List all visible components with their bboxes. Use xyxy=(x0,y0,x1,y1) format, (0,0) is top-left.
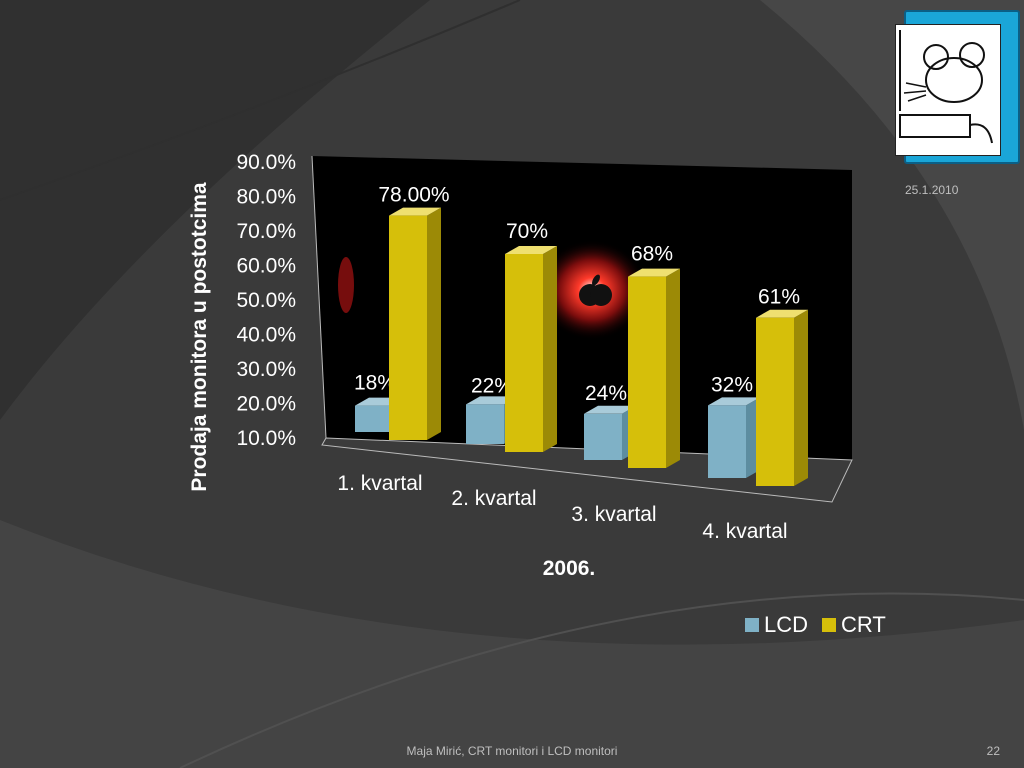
data-label: 32% xyxy=(711,373,753,396)
crt-bar-side xyxy=(666,268,680,468)
crt-bar-side xyxy=(794,309,808,486)
data-label: 61% xyxy=(758,286,800,309)
mouse-drawing-icon xyxy=(899,30,993,144)
apple-logo-icon xyxy=(579,274,612,306)
data-label: 24% xyxy=(585,382,627,405)
y-tick-label: 40.0% xyxy=(236,324,296,347)
category-label: 1. kvartal xyxy=(337,472,422,495)
data-label: 68% xyxy=(631,243,673,266)
y-tick-label: 10.0% xyxy=(236,427,296,450)
crt-bar xyxy=(389,215,427,440)
data-label: 78.00% xyxy=(378,184,449,207)
lcd-bar xyxy=(466,404,504,444)
data-label: 70% xyxy=(506,220,548,243)
y-tick-label: 60.0% xyxy=(236,255,296,278)
lcd-bar-top xyxy=(708,397,760,406)
legend-swatch-lcd xyxy=(745,618,759,632)
crt-bar-side xyxy=(543,246,557,452)
category-label: 2. kvartal xyxy=(451,487,536,510)
lcd-bar xyxy=(584,413,622,460)
legend-label-lcd: LCD xyxy=(764,612,809,637)
lcd-bar-top xyxy=(584,405,636,414)
y-tick-label: 30.0% xyxy=(236,358,296,381)
y-tick-label: 20.0% xyxy=(236,393,296,416)
y-axis-line xyxy=(311,155,327,439)
y-tick-label: 50.0% xyxy=(236,289,296,312)
y-tick-label: 70.0% xyxy=(236,220,296,243)
crt-bar xyxy=(628,276,666,468)
chart-legend: LCD CRT xyxy=(745,612,886,638)
legend-item-crt: CRT xyxy=(822,612,886,638)
legend-label-crt: CRT xyxy=(841,612,886,637)
y-tick-label: 80.0% xyxy=(236,186,296,209)
crt-bar-top xyxy=(756,309,808,318)
x-axis-title: 2006. xyxy=(543,557,596,580)
legend-item-lcd: LCD xyxy=(745,612,808,638)
data-label: 22% xyxy=(471,374,513,397)
crt-bar xyxy=(505,254,543,452)
crt-bar xyxy=(756,317,794,486)
crt-bar-side xyxy=(427,207,441,440)
crt-bar-top xyxy=(628,268,680,277)
data-label: 18% xyxy=(354,372,396,395)
lcd-bar xyxy=(355,405,393,432)
crt-bar-top xyxy=(389,207,441,216)
slide-date: 25.1.2010 xyxy=(905,183,959,197)
crt-bar-top xyxy=(505,246,557,254)
page-number: 22 xyxy=(986,744,1000,758)
category-label: 3. kvartal xyxy=(571,503,656,526)
legend-swatch-crt xyxy=(822,618,837,632)
y-axis-title: Prodaja monitora u postotcima xyxy=(188,182,211,492)
mouse-cartoon-image xyxy=(895,24,1001,156)
y-tick-label: 90.0% xyxy=(236,151,296,174)
category-label: 4. kvartal xyxy=(702,520,787,543)
red-glow-decoration xyxy=(338,257,354,313)
slide-footer: Maja Mirić, CRT monitori i LCD monitori xyxy=(406,744,618,758)
lcd-bar xyxy=(708,405,746,478)
